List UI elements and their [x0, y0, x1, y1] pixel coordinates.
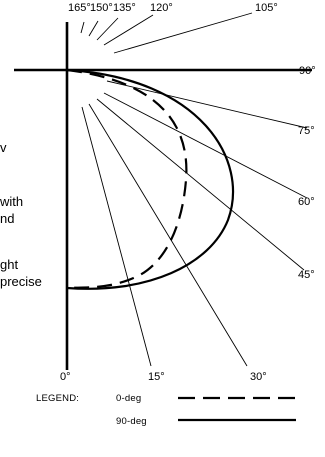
angle-label-15: 15°	[148, 371, 165, 383]
radial-lines	[80, 12, 308, 367]
angle-label-135: 135°	[113, 2, 136, 14]
radial-line-120	[103, 14, 154, 46]
angle-labels: 165° 150° 135° 120° 105° 90° 75° 60° 45°…	[60, 2, 316, 383]
radial-line-150	[88, 20, 99, 37]
radial-line-105	[113, 12, 253, 54]
curve-90-deg	[66, 68, 235, 290]
radial-line-135	[96, 17, 119, 41]
angle-label-45: 45°	[298, 269, 315, 281]
legend-label-90-deg: 90-deg	[116, 416, 147, 427]
angle-label-150: 150°	[90, 2, 113, 14]
radial-line-60	[103, 92, 308, 199]
angle-label-90: 90°	[299, 65, 316, 77]
side-text-line: nd	[0, 211, 14, 226]
side-text: v with nd ght precise	[0, 140, 42, 289]
angle-label-30: 30°	[250, 371, 267, 383]
legend-title: LEGEND:	[36, 393, 79, 404]
side-text-line: ght	[0, 257, 18, 272]
angle-label-165: 165°	[68, 2, 91, 14]
angle-label-60: 60°	[298, 196, 315, 208]
legend-label-0-deg: 0-deg	[116, 393, 141, 404]
radial-line-30	[88, 103, 248, 367]
angle-label-75: 75°	[298, 125, 315, 137]
angle-label-0: 0°	[60, 371, 71, 383]
angle-label-105: 105°	[255, 2, 278, 14]
legend: LEGEND: 0-deg 90-deg	[36, 393, 296, 427]
side-text-line: with	[0, 194, 23, 209]
curve-0-deg	[66, 68, 188, 290]
radial-line-45	[96, 98, 305, 271]
angle-label-120: 120°	[150, 2, 173, 14]
side-text-line: v	[0, 140, 7, 155]
axes	[14, 22, 312, 370]
radial-line-165	[80, 21, 85, 34]
radial-line-15	[81, 106, 152, 367]
side-text-line: precise	[0, 274, 42, 289]
radial-line-75	[106, 80, 308, 129]
